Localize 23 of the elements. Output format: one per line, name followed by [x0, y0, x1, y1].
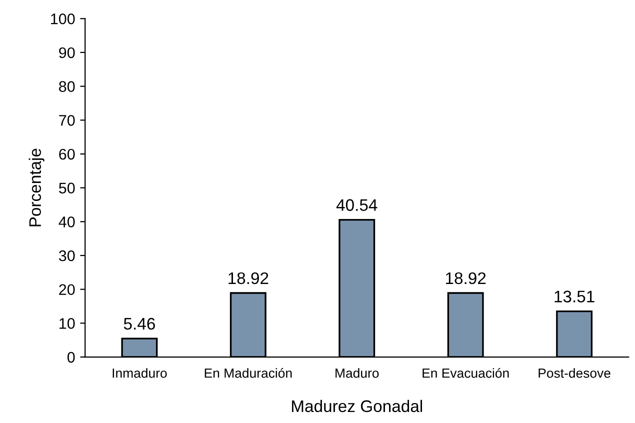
- y-tick-label: 70: [59, 115, 75, 126]
- y-tick-label: 50: [58, 182, 75, 194]
- x-tick-label: Inmaduro: [112, 368, 167, 378]
- y-tick-label: 100: [51, 13, 75, 24]
- y-axis-title: Porcentaje: [28, 148, 44, 226]
- y-tick-label: 20: [59, 284, 75, 296]
- y-tick-label: 60: [59, 148, 75, 160]
- data-label: 18.92: [446, 272, 486, 284]
- data-label: 18.92: [228, 272, 268, 284]
- data-label: 13.51: [554, 290, 594, 302]
- y-tick-label: 40: [58, 216, 75, 228]
- data-label: 40.54: [336, 199, 378, 211]
- x-tick-label: En Maduración: [204, 368, 292, 378]
- data-label: 5.46: [124, 318, 155, 330]
- x-tick-label: Post-desove: [538, 368, 610, 378]
- y-tick-label: 80: [59, 81, 75, 92]
- y-tick-label: 90: [59, 47, 75, 58]
- y-tick-label: 0: [67, 352, 75, 363]
- x-tick-label: En Evacuación: [422, 368, 509, 378]
- x-axis-title: Madurez Gonadal: [292, 400, 422, 412]
- y-tick-label: 30: [58, 250, 75, 262]
- x-tick-label: Maduro: [336, 368, 379, 378]
- y-tick-label: 10: [60, 318, 75, 329]
